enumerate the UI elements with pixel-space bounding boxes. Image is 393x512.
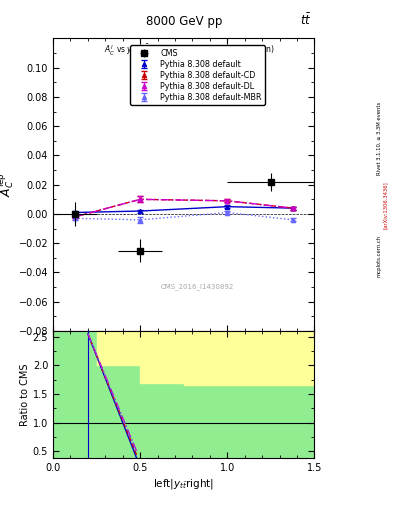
Text: [arXiv:1306.3436]: [arXiv:1306.3436] [383,181,387,229]
Text: Rivet 3.1.10, ≥ 3.3M events: Rivet 3.1.10, ≥ 3.3M events [377,101,382,175]
Text: CMS_2016_I1430892: CMS_2016_I1430892 [160,284,233,290]
Y-axis label: $A_C^{\mathsf{lep}}$: $A_C^{\mathsf{lep}}$ [0,172,16,197]
Y-axis label: Ratio to CMS: Ratio to CMS [20,364,30,426]
X-axis label: $\mathrm{left}|y_{t\bar{t}}\mathrm{right}|$: $\mathrm{left}|y_{t\bar{t}}\mathrm{right… [153,477,214,492]
Text: mcplots.cern.ch: mcplots.cern.ch [377,235,382,277]
Text: $A_C^l$ vs $y_{t\bar{t}}$ ($t\bar{t}$events, parton level information): $A_C^l$ vs $y_{t\bar{t}}$ ($t\bar{t}$eve… [104,43,274,58]
Legend: CMS, Pythia 8.308 default, Pythia 8.308 default-CD, Pythia 8.308 default-DL, Pyt: CMS, Pythia 8.308 default, Pythia 8.308 … [130,46,265,105]
Text: 8000 GeV pp: 8000 GeV pp [145,15,222,28]
Text: $t\bar{t}$: $t\bar{t}$ [300,13,312,28]
